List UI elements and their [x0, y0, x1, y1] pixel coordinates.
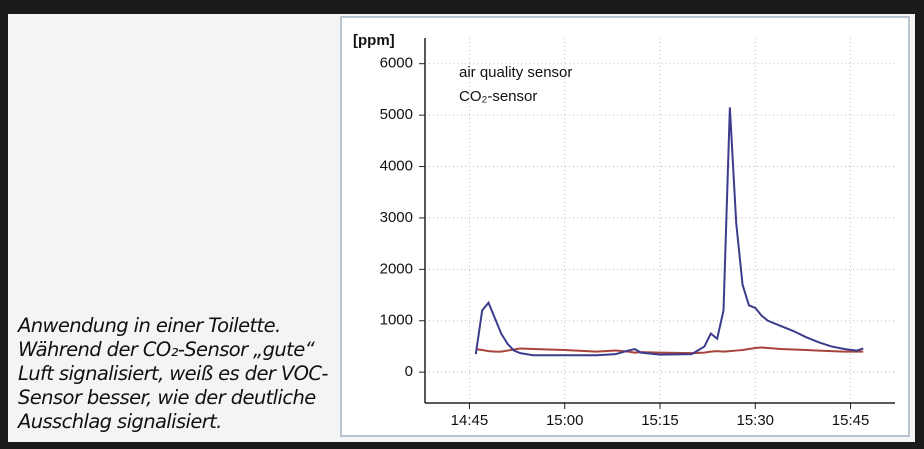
x-tick-label: 15:45 [832, 412, 870, 429]
y-tick-label: 0 [405, 363, 413, 380]
y-axis-label: [ppm] [353, 32, 395, 49]
y-tick-label: 6000 [380, 55, 413, 72]
y-tick-label: 2000 [380, 260, 413, 277]
x-tick-label: 15:15 [641, 412, 679, 429]
y-tick-label: 5000 [380, 106, 413, 123]
y-tick-label: 3000 [380, 209, 413, 226]
chart-frame [340, 16, 910, 437]
y-tick-label: 4000 [380, 157, 413, 174]
x-tick-label: 14:45 [451, 412, 489, 429]
x-tick-label: 15:00 [546, 412, 584, 429]
series-line [474, 107, 864, 357]
legend-label: air quality sensor [459, 64, 572, 81]
caption-panel: Anwendung in einer Toilette. Während der… [8, 14, 334, 442]
y-tick-label: 1000 [380, 312, 413, 329]
legend-label: CO₂-sensor [459, 88, 537, 105]
caption: Anwendung in einer Toilette. Während der… [18, 314, 328, 433]
x-tick-label: 15:30 [736, 412, 774, 429]
